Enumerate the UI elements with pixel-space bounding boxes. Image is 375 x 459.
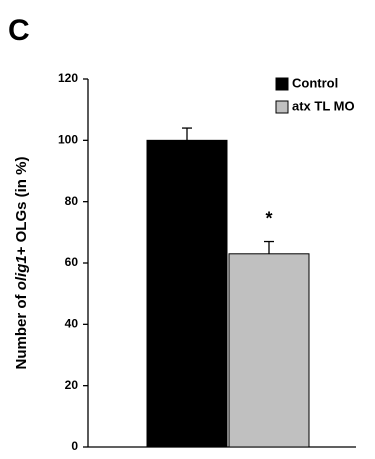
legend-swatch	[275, 77, 289, 91]
y-axis-label-part: + OLGs (in %)	[13, 157, 30, 256]
y-tick-label: 40	[65, 317, 79, 331]
y-tick-label: 60	[65, 255, 79, 269]
y-axis-label: Number of olig1+ OLGs (in %)	[13, 157, 30, 370]
y-axis-label-part: olig1	[13, 255, 30, 290]
legend-label: atx TL MO	[292, 98, 355, 113]
y-tick-label: 120	[58, 71, 78, 85]
y-axis-label-part: Number of	[13, 290, 30, 369]
legend-swatch	[275, 100, 289, 114]
y-tick-label: 0	[71, 439, 78, 453]
y-tick-label: 80	[65, 194, 79, 208]
annotation: *	[265, 208, 272, 228]
panel-label: C	[8, 14, 30, 47]
y-tick-label: 100	[58, 133, 78, 147]
bar	[228, 253, 310, 448]
y-tick-label: 20	[65, 378, 79, 392]
bar	[146, 139, 228, 448]
legend-label: Control	[292, 75, 338, 90]
